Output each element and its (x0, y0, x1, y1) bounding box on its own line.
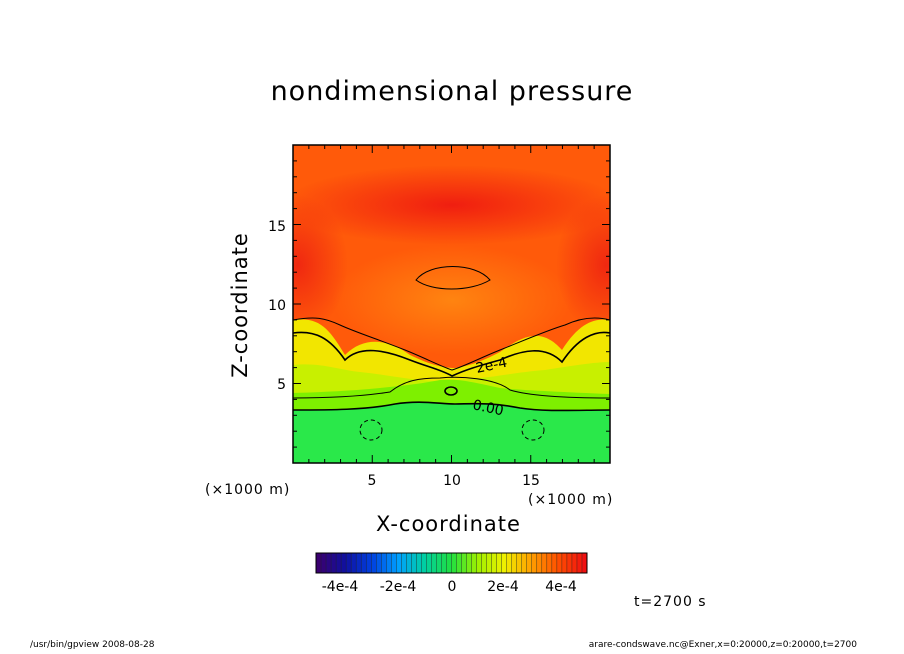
colorbar-cell (386, 552, 392, 574)
colorbar-frame (315, 552, 588, 574)
y-axis-label: Z-coordinate (228, 232, 252, 378)
colorbar-cell (516, 552, 523, 574)
colorbar-cell (360, 552, 367, 574)
y-tick-label: 10 (268, 298, 286, 314)
contour-lines (293, 266, 610, 441)
colorbar-cell (441, 552, 447, 574)
y-unit-label: (×1000 m) (528, 492, 614, 508)
colorbar-cell (381, 552, 387, 574)
x-tick-label: 10 (443, 473, 461, 489)
axis-ticks (293, 145, 610, 463)
colorbar-cell (551, 552, 558, 574)
colorbar-cell (471, 552, 478, 574)
colorbar (315, 552, 588, 574)
x-tick-label: 5 (368, 473, 377, 489)
green-region (293, 402, 610, 463)
x-axis-label: X-coordinate (376, 512, 521, 536)
contour-label-0: 0.00 (471, 397, 505, 419)
upper-red-region (293, 165, 610, 245)
colorbar-cell (411, 552, 417, 574)
time-label: t=2700 s (634, 594, 707, 610)
colorbar-cell (511, 552, 518, 574)
contour-2e-4 (293, 331, 610, 377)
colorbar-cell (315, 552, 322, 574)
colorbar-cell (561, 552, 568, 574)
colorbar-cell (431, 552, 437, 574)
colorbar-cell (325, 552, 332, 574)
colorbar-cell (371, 552, 377, 574)
colorbar-cell (541, 552, 548, 574)
colorbar-cell (355, 552, 362, 574)
colorbar-cell (491, 552, 498, 574)
colorbar-cell (481, 552, 488, 574)
contour-negative-left (359, 419, 383, 441)
colorbar-cell (476, 552, 483, 574)
colorbar-cell (531, 552, 538, 574)
colorbar-cell (421, 552, 427, 574)
colorbar-cell (426, 552, 432, 574)
left-red-region (293, 195, 348, 335)
x-unit-label: (×1000 m) (205, 482, 291, 498)
colorbar-cell (566, 552, 573, 574)
colorbar-cell (461, 552, 468, 574)
colorbar-cell (345, 552, 352, 574)
colorbar-cell (446, 552, 452, 574)
colorbar-cell (416, 552, 422, 574)
colorbar-cell (506, 552, 513, 574)
colorbar-cell (466, 552, 473, 574)
chart-title: nondimensional pressure (270, 76, 634, 107)
central-orange-region (332, 245, 572, 355)
contour-negative-right (521, 419, 545, 441)
colorbar-cell (496, 552, 503, 574)
colorbar-cell (556, 552, 563, 574)
footer-right: arare-condswave.nc@Exner,x=0:20000,z=0:2… (588, 640, 857, 650)
colorbar-cell (350, 552, 357, 574)
contour-mid (293, 376, 610, 399)
heatmap-field (293, 145, 610, 463)
y-tick-label: 5 (277, 377, 286, 393)
colorbar-cell (335, 552, 342, 574)
contour-upper (293, 317, 610, 371)
colorbar-cell (536, 552, 543, 574)
colorbar-tick-label: 4e-4 (545, 579, 577, 595)
colorbar-cell (365, 552, 372, 574)
colorbar-cell (376, 552, 382, 574)
colorbar-cell (456, 552, 463, 574)
colorbar-cell (436, 552, 442, 574)
colorbar-tick-label: -2e-4 (380, 579, 417, 595)
colorbar-cell (501, 552, 508, 574)
y-tick-label: 15 (268, 219, 286, 235)
colorbar-cell (546, 552, 553, 574)
colorbar-cell (486, 552, 493, 574)
footer-left: /usr/bin/gpview 2008-08-28 (30, 640, 155, 650)
colorbar-tick-label: 2e-4 (487, 579, 519, 595)
colorbar-cell (401, 552, 407, 574)
colorbar-cell (396, 552, 402, 574)
contour-label-2e-4: 2e-4 (475, 355, 509, 377)
colorbar-cell (391, 552, 397, 574)
colorbar-cell (320, 552, 327, 574)
colorbar-cell (406, 552, 412, 574)
colorbar-tick-label: 0 (448, 579, 457, 595)
colorbar-cell (451, 552, 458, 574)
x-tick-label: 15 (522, 473, 540, 489)
colorbar-cell (576, 552, 583, 574)
colorbar-cell (571, 552, 578, 574)
contour-top-ellipse (415, 266, 491, 290)
colorbar-cell (330, 552, 337, 574)
colorbar-cell (521, 552, 528, 574)
contour-0 (293, 401, 610, 412)
contour-small-loop (444, 386, 458, 396)
right-red-region (556, 195, 610, 335)
colorbar-tick-label: -4e-4 (322, 579, 359, 595)
colorbar-cell (340, 552, 347, 574)
colorbar-cell (526, 552, 533, 574)
